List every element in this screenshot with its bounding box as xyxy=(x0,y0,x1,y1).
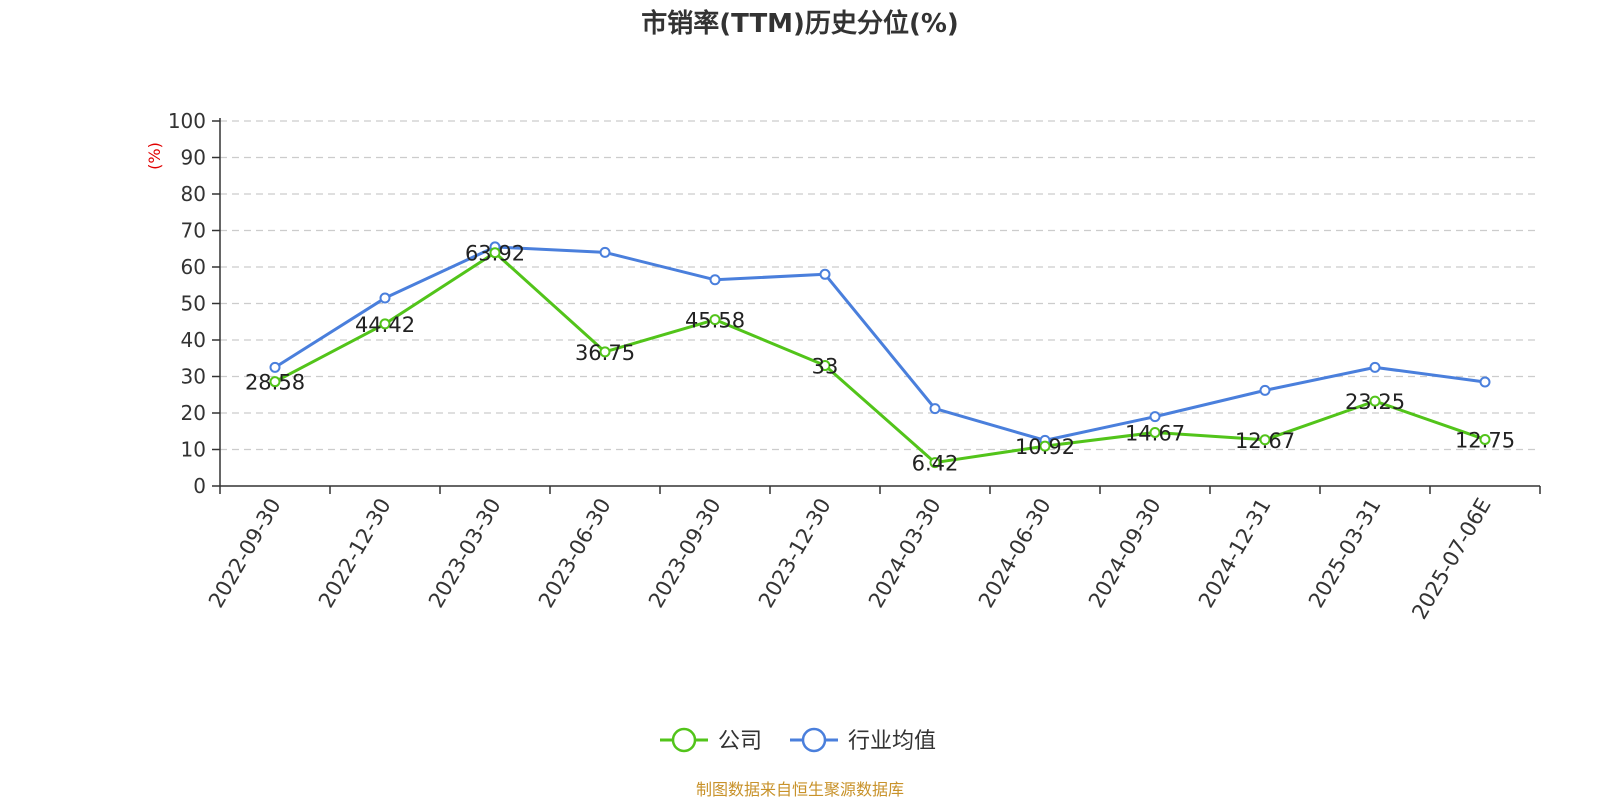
data-label-3: 36.75 xyxy=(575,341,635,365)
legend: 公司 行业均值 xyxy=(660,727,936,754)
y-tick-label-0: 0 xyxy=(193,474,206,498)
y-tick-label-100: 100 xyxy=(168,109,206,133)
data-label-9: 12.67 xyxy=(1235,429,1295,453)
series-1-point-11 xyxy=(1479,376,1491,388)
data-label-6: 6.42 xyxy=(912,452,959,476)
series-0-point-3 xyxy=(599,346,611,358)
data-label-11: 12.75 xyxy=(1455,428,1515,452)
legend-industry-label: 行业均值 xyxy=(848,729,936,754)
data-label-10: 23.25 xyxy=(1345,390,1405,414)
data-label-7: 10.92 xyxy=(1015,435,1075,459)
y-tick-label-80: 80 xyxy=(181,182,206,206)
series-1-point-6 xyxy=(929,403,941,415)
chart-title: 市销率(TTM)历史分位(%) xyxy=(641,8,959,39)
series-1-point-8 xyxy=(1149,411,1161,423)
series-0-point-4 xyxy=(709,314,721,326)
series-1-point-9 xyxy=(1259,384,1271,396)
legend-industry-marker xyxy=(801,727,827,753)
series-1-point-4 xyxy=(709,274,721,286)
y-tick-labels: 0 10 20 30 40 50 60 70 80 90 100 xyxy=(168,109,206,498)
x-tick-label-2025-07-06E: 2025-07-06E xyxy=(1407,494,1495,623)
grid-lines xyxy=(220,120,1540,451)
series-line-0 xyxy=(274,251,1486,465)
legend-item-company[interactable]: 公司 xyxy=(660,727,762,754)
y-tick-label-10: 10 xyxy=(181,438,206,462)
x-tick-label-2025-03-31: 2025-03-31 xyxy=(1304,494,1386,612)
x-tick-label-2022-09-30: 2022-09-30 xyxy=(204,494,286,612)
y-tick-label-30: 30 xyxy=(181,365,206,389)
series-0-point-7 xyxy=(1039,440,1051,452)
data-label-2: 63.92 xyxy=(465,242,525,266)
source-note: 制图数据来自恒生聚源数据库 xyxy=(696,780,904,799)
series-0-point-5 xyxy=(819,360,831,372)
data-label-5: 33 xyxy=(812,355,839,379)
y-tick-label-40: 40 xyxy=(181,328,206,352)
x-tick-label-2022-12-30: 2022-12-30 xyxy=(314,494,396,612)
legend-company-marker xyxy=(671,727,697,753)
series-0-point-8 xyxy=(1149,426,1161,438)
x-tick-label-2024-09-30: 2024-09-30 xyxy=(1084,494,1166,612)
legend-item-industry-average[interactable]: 行业均值 xyxy=(790,727,936,754)
series-0-point-11 xyxy=(1479,433,1491,445)
data-labels: 28.58 44.42 63.92 36.75 45.58 33 6.42 10.92 14.6… xyxy=(245,242,1515,476)
series-1-point-1 xyxy=(379,292,391,304)
series-lines xyxy=(269,241,1491,469)
x-tick-labels: 2022-09-30 2022-12-30 2023-03-30 2023-06-30… xyxy=(204,494,1496,623)
axes xyxy=(212,118,1541,494)
x-tick-label-2024-03-30: 2024-03-30 xyxy=(864,494,946,612)
x-tick-label-2023-03-30: 2023-03-30 xyxy=(424,494,506,612)
data-label-0: 28.58 xyxy=(245,371,305,395)
series-1-point-0 xyxy=(269,361,281,373)
series-1-point-3 xyxy=(599,246,611,258)
series-line-1 xyxy=(274,245,1486,442)
x-tick-label-2024-12-31: 2024-12-31 xyxy=(1194,494,1276,612)
series-0-point-1 xyxy=(379,318,391,330)
x-tick-label-2023-06-30: 2023-06-30 xyxy=(534,494,616,612)
y-axis-label: (%) xyxy=(145,142,164,170)
y-tick-label-50: 50 xyxy=(181,292,206,316)
y-tick-label-90: 90 xyxy=(181,146,206,170)
series-0-point-6 xyxy=(929,457,941,469)
y-tick-label-70: 70 xyxy=(181,219,206,243)
y-tick-label-60: 60 xyxy=(181,255,206,279)
x-tick-label-2024-06-30: 2024-06-30 xyxy=(974,494,1056,612)
series-0-point-0 xyxy=(269,376,281,388)
series-0-point-10 xyxy=(1369,395,1381,407)
series-0-point-2 xyxy=(489,247,501,259)
data-label-8: 14.67 xyxy=(1125,421,1185,445)
x-tick-label-2023-09-30: 2023-09-30 xyxy=(644,494,726,612)
y-tick-label-20: 20 xyxy=(181,401,206,425)
series-1-point-5 xyxy=(819,268,831,280)
series-0-point-9 xyxy=(1259,434,1271,446)
series-1-point-10 xyxy=(1369,361,1381,373)
data-label-4: 45.58 xyxy=(685,309,745,333)
legend-company-label: 公司 xyxy=(718,729,762,754)
data-label-1: 44.42 xyxy=(355,313,415,337)
x-tick-label-2023-12-30: 2023-12-30 xyxy=(754,494,836,612)
